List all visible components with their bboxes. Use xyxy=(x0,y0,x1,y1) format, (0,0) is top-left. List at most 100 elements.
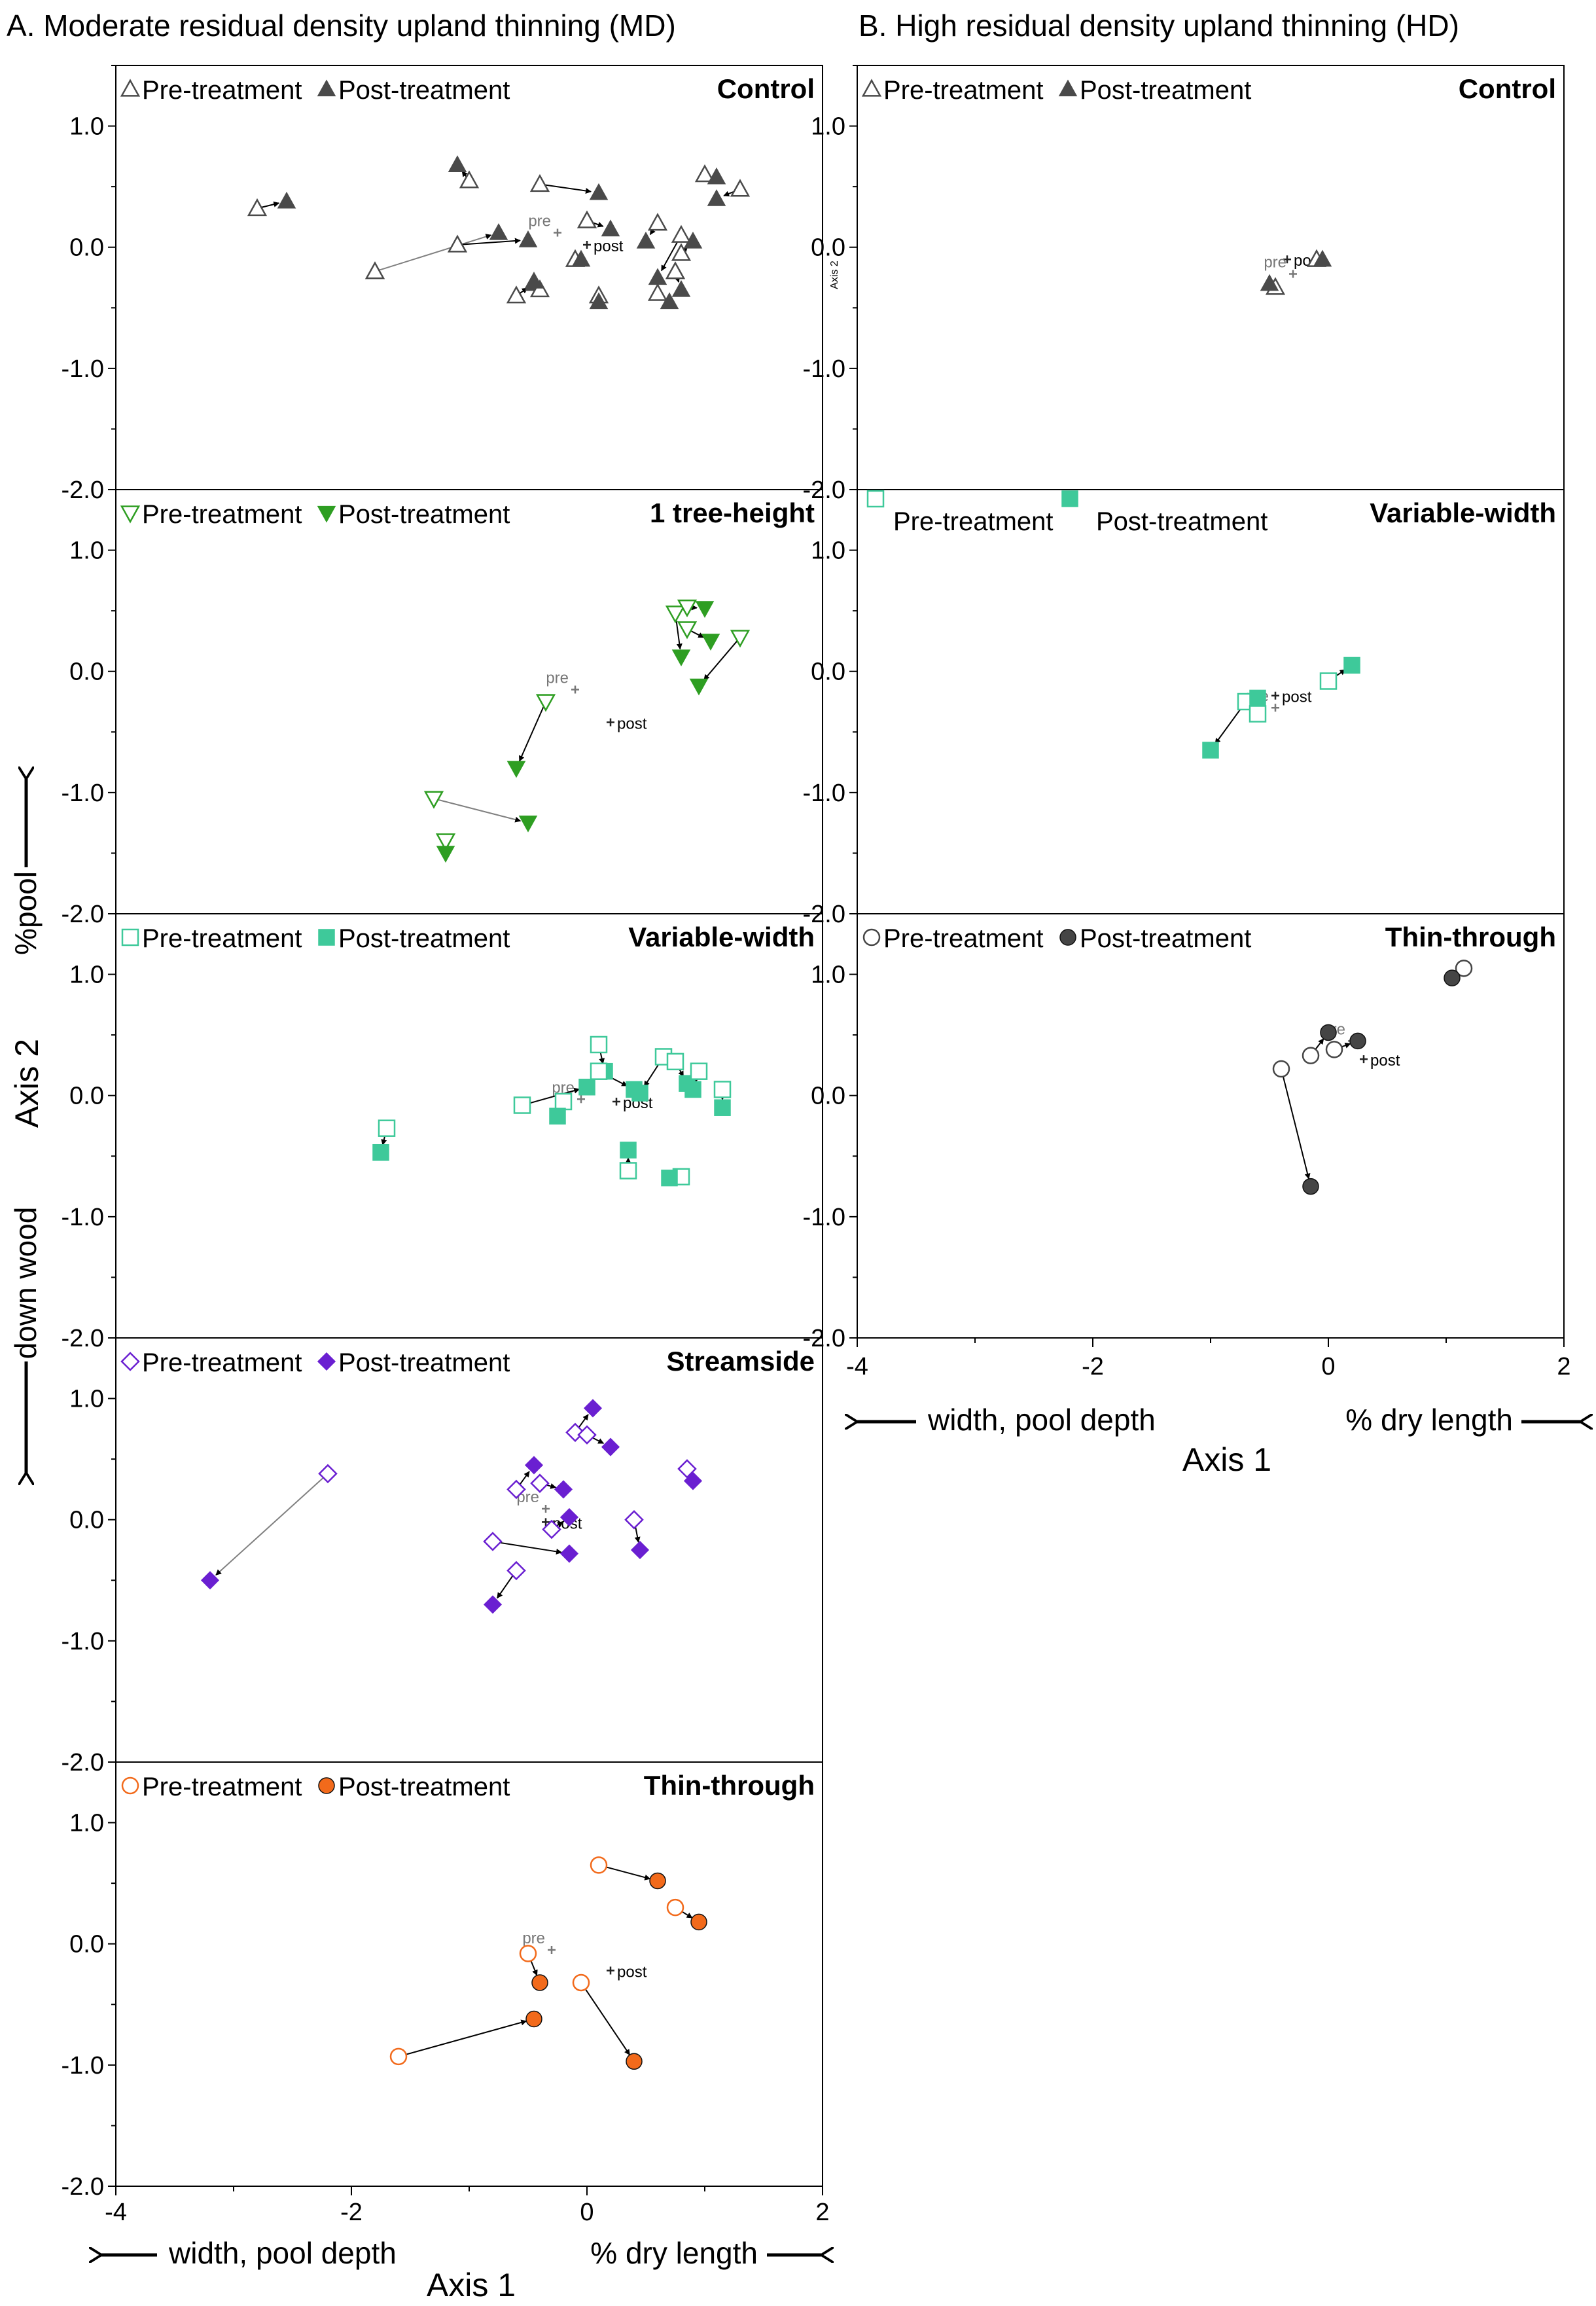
panel-legend: Pre-treatment Post-treatment xyxy=(121,924,510,953)
post-treatment-point xyxy=(1343,657,1360,674)
legend-post-label: Post-treatment xyxy=(1096,507,1268,536)
panel-md-tree-height: 1.0 0.0 -1.0 -2.0 1 tree-height Pre-treatment… xyxy=(62,489,823,928)
panel-title: Streamside xyxy=(667,1346,815,1377)
pair-arrows xyxy=(215,1414,690,1599)
pair-arrow xyxy=(260,201,280,209)
pre-treatment-point xyxy=(590,1036,608,1054)
data-points xyxy=(247,155,751,310)
legend-post-marker xyxy=(318,929,335,946)
post-treatment-point xyxy=(483,1595,503,1614)
post-treatment-point xyxy=(648,268,667,285)
md-x-tick-label: -2 xyxy=(340,2199,363,2226)
post-treatment-point xyxy=(636,231,656,249)
pair-arrow xyxy=(602,1865,651,1881)
legend-pre-marker xyxy=(120,79,141,97)
post-treatment-point xyxy=(554,1480,573,1499)
y-tick-label: -2.0 xyxy=(62,477,104,504)
post-treatment-point xyxy=(1320,1024,1337,1041)
panel-legend: Pre-treatment Post-treatment xyxy=(862,924,1251,953)
pair-arrow xyxy=(402,2019,527,2057)
centroid-post-marker xyxy=(1271,691,1279,700)
y-tick-label: -2.0 xyxy=(62,2173,104,2201)
data-points xyxy=(1260,249,1332,295)
legend-post-marker xyxy=(318,1777,335,1794)
panel-hd-control: 1.0 0.0 -1.0 -2.0 Control Pre-treatment Post-t… xyxy=(803,65,1565,504)
panel-legend: Pre-treatment Post-treatment xyxy=(120,76,510,105)
centroid-post-label: post xyxy=(1370,1052,1400,1070)
pair-arrow xyxy=(496,1541,563,1555)
post-treatment-point xyxy=(660,292,679,310)
legend-pre-marker xyxy=(121,928,139,946)
pre-treatment-point xyxy=(318,1464,338,1484)
post-treatment-point xyxy=(506,761,526,778)
centroid-post-label: post xyxy=(1282,689,1312,706)
centroid-post-marker xyxy=(1360,1055,1368,1064)
panel-hd-variable-width: 1.0 0.0 -1.0 -2.0 Variable-width Pre-treatmen… xyxy=(803,489,1565,928)
legend-post-label: Post-treatment xyxy=(338,1348,510,1377)
pair-arrow xyxy=(660,238,680,272)
hd-x-tick-label: 2 xyxy=(1557,1353,1570,1380)
panel-frame xyxy=(857,65,1565,490)
pair-arrow xyxy=(690,630,705,638)
md-x-tick-label: -4 xyxy=(105,2199,127,2226)
legend-post-marker xyxy=(1059,929,1076,946)
pair-arrow xyxy=(215,1475,326,1576)
legend-pre-label: Pre-treatment xyxy=(883,924,1044,953)
post-treatment-point xyxy=(683,231,703,249)
hd-x-right-annotation: % dry length xyxy=(1345,1403,1513,1437)
y-tick-label: -2.0 xyxy=(62,901,104,928)
md-x-left-annotation: width, pool depth xyxy=(168,2236,397,2270)
y-axis-label: Axis 2 xyxy=(9,1039,45,1128)
post-treatment-point xyxy=(571,249,591,267)
legend-pre-marker xyxy=(121,1776,139,1795)
post-treatment-point xyxy=(661,1169,678,1187)
pair-arrow xyxy=(582,1985,631,2056)
centroid-pre-marker xyxy=(1271,704,1279,712)
pre-treatment-point xyxy=(459,170,480,189)
centroid-post-label: post xyxy=(617,715,647,732)
legend-pre-label: Pre-treatment xyxy=(893,507,1054,536)
pre-treatment-point xyxy=(529,173,550,192)
pre-treatment-point xyxy=(1249,705,1267,723)
pair-arrows xyxy=(260,170,737,298)
pre-treatment-point xyxy=(506,1560,526,1581)
legend-post-label: Post-treatment xyxy=(338,924,510,953)
y-tick-label: -2.0 xyxy=(803,901,845,928)
pre-treatment-point xyxy=(694,164,715,183)
pre-treatment-point xyxy=(389,2047,408,2066)
legend-post-marker xyxy=(1061,490,1078,507)
post-treatment-point xyxy=(277,191,296,209)
post-treatment-point xyxy=(524,272,544,289)
centroid-post-marker xyxy=(542,1518,550,1526)
centroid-pre-marker xyxy=(1289,270,1297,278)
legend-pre-marker xyxy=(120,505,141,524)
pair-arrow xyxy=(518,1471,530,1487)
panel-frame xyxy=(115,1337,823,1763)
md-x-tick-label: 0 xyxy=(580,2199,594,2226)
legend-pre-label: Pre-treatment xyxy=(142,924,302,953)
pre-treatment-point xyxy=(530,1473,550,1493)
hd-x-left-annotation: width, pool depth xyxy=(927,1403,1156,1437)
legend-post-label: Post-treatment xyxy=(338,500,510,529)
pre-treatment-point xyxy=(677,621,698,640)
centroid-pre-marker xyxy=(554,228,561,237)
centroid-pre-marker xyxy=(577,1095,585,1104)
data-points xyxy=(423,599,751,863)
pre-treatment-point xyxy=(690,1062,708,1080)
centroid-post-marker xyxy=(1283,255,1291,264)
pre-treatment-point xyxy=(730,630,751,648)
pre-treatment-point xyxy=(1302,1047,1320,1064)
md-x-tick-label: 2 xyxy=(815,2199,829,2226)
post-treatment-point xyxy=(707,167,726,185)
pair-arrow xyxy=(378,234,492,271)
post-treatment-point xyxy=(695,601,715,618)
legend-post-marker xyxy=(317,79,336,97)
panel-legend: Pre-treatment Post-treatment xyxy=(120,1348,510,1377)
pair-arrow xyxy=(543,184,592,194)
pair-arrow xyxy=(1281,1072,1311,1180)
pre-treatment-point xyxy=(665,261,686,279)
post-treatment-point xyxy=(630,1540,650,1560)
pair-arrow xyxy=(703,640,738,681)
